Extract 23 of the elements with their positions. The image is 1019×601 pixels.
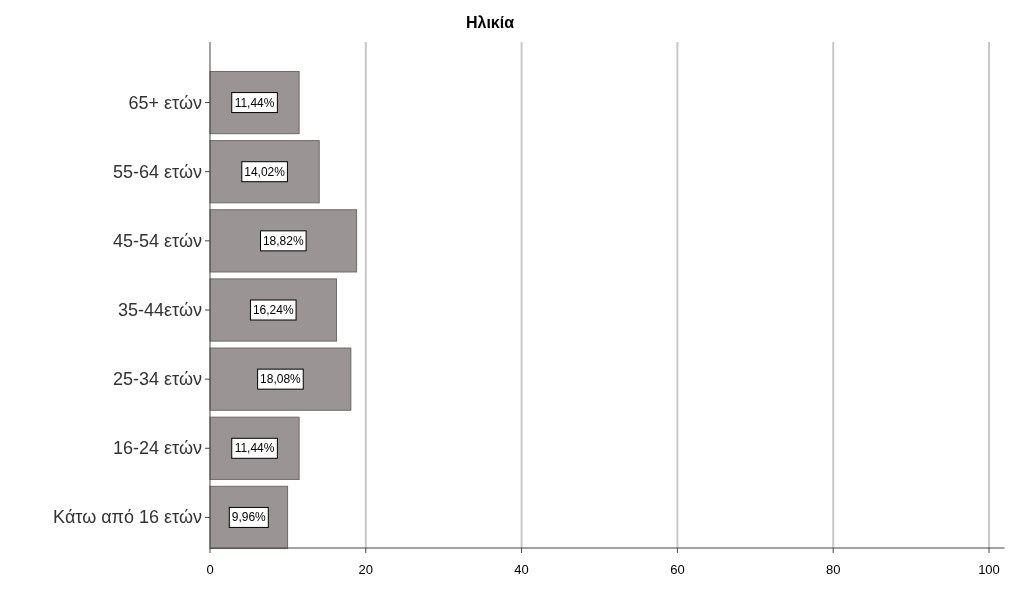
y-tick-label: 35-44ετών: [118, 300, 202, 320]
data-label: 18,08%: [260, 372, 302, 387]
x-tick-label: 80: [825, 562, 841, 577]
y-tick-label: 55-64 ετών: [113, 161, 202, 182]
data-label: 18,82%: [262, 233, 304, 248]
x-tick-label: 100: [978, 562, 1000, 577]
bar: [209, 347, 352, 411]
x-tick-label: 40: [514, 562, 529, 577]
y-tick-label: 45-54 ετών: [113, 230, 202, 251]
data-label: 9,96%: [231, 510, 267, 525]
data-label: 11,44%: [234, 95, 275, 110]
data-label: 11,44%: [234, 441, 275, 456]
y-tick-label: 65+ ετών: [128, 92, 202, 113]
x-tick-label: 60: [670, 562, 685, 577]
data-label: 14,02%: [244, 164, 286, 179]
bar: [209, 209, 358, 273]
y-tick-label: Κάτω από 16 ετών: [53, 507, 202, 528]
data-label: 16,24%: [252, 303, 294, 317]
x-tick-label: 20: [358, 562, 374, 577]
chart-title: Ηλικία: [465, 14, 515, 31]
y-tick-label: 25-34 ετών: [113, 369, 202, 390]
x-tick-label: 0: [206, 562, 214, 577]
y-tick-label: 16-24 ετών: [113, 438, 202, 459]
